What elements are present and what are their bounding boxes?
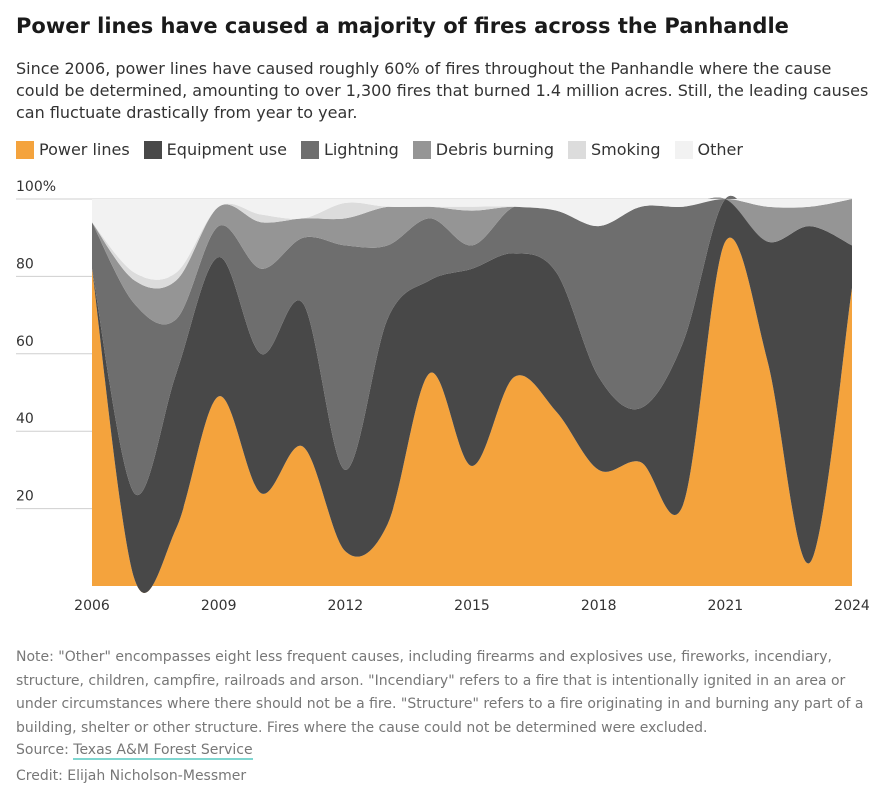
- legend-item-lightning: Lightning: [300, 140, 399, 159]
- legend-label: Other: [697, 140, 743, 159]
- legend-item-equipment-use: Equipment use: [143, 140, 287, 159]
- legend-swatch: [16, 140, 34, 159]
- area-equipment-use: [92, 195, 852, 593]
- source-link[interactable]: Texas A&M Forest Service: [73, 742, 253, 760]
- legend-item-other: Other: [674, 140, 743, 159]
- y-tick-label: 60: [16, 334, 34, 350]
- x-tick-label: 2018: [581, 598, 617, 614]
- legend-label: Lightning: [323, 140, 399, 159]
- legend-item-smoking: Smoking: [568, 140, 661, 159]
- legend-label: Smoking: [591, 140, 661, 159]
- chart-subtitle: Since 2006, power lines have caused roug…: [16, 59, 869, 122]
- x-tick-label: 2012: [328, 598, 364, 614]
- chart-title: Power lines have caused a majority of fi…: [16, 14, 789, 38]
- legend-swatch: [674, 140, 693, 159]
- legend-label: Debris burning: [435, 140, 554, 159]
- area-debris-burning: [92, 197, 852, 325]
- chart-legend: Power lines Equipment use Lightning Debris …: [16, 140, 757, 159]
- area-other: [92, 199, 852, 280]
- source-label: Source:: [16, 742, 74, 758]
- area-smoking: [92, 199, 852, 289]
- y-tick-label: 40: [16, 411, 34, 427]
- source-line: Source: Texas A&M Forest Service: [16, 742, 253, 760]
- y-tick-label: 100%: [16, 179, 56, 195]
- legend-item-power-lines: Power lines: [16, 140, 130, 159]
- y-tick-label: 80: [16, 256, 34, 272]
- x-tick-label: 2006: [74, 598, 110, 614]
- legend-swatch: [412, 140, 431, 159]
- legend-swatch: [568, 140, 586, 159]
- area-series: [92, 195, 852, 593]
- area-lightning: [92, 195, 852, 496]
- legend-swatch: [300, 140, 319, 159]
- credit-line: Credit: Elijah Nicholson-Messmer: [16, 768, 247, 784]
- area-power-lines: [92, 237, 852, 593]
- y-tick-label: 20: [16, 489, 34, 505]
- x-tick-label: 2021: [708, 598, 744, 614]
- x-tick-label: 2024: [834, 598, 870, 614]
- legend-swatch: [143, 140, 162, 159]
- legend-item-debris-burning: Debris burning: [412, 140, 554, 159]
- footnote: Note: "Other" encompasses eight less fre…: [16, 649, 864, 736]
- x-tick-label: 2009: [201, 598, 237, 614]
- axes: 20 40 60 80 100% 2006 2009 2012 2015 2018 2021 2024: [16, 179, 870, 614]
- legend-label: Equipment use: [166, 140, 287, 159]
- stacked-area-chart: 20 40 60 80 100% 2006 2009 2012 2015 2018 2021 2024: [16, 179, 870, 614]
- x-tick-label: 2015: [454, 598, 490, 614]
- legend-label: Power lines: [39, 140, 130, 159]
